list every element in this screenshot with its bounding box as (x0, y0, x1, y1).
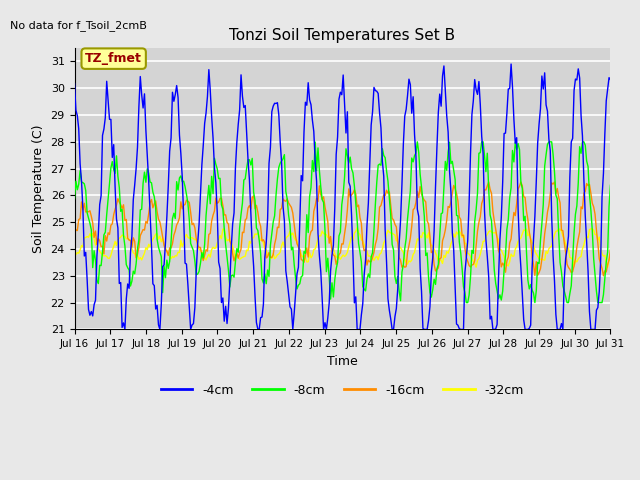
Legend: -4cm, -8cm, -16cm, -32cm: -4cm, -8cm, -16cm, -32cm (156, 379, 529, 402)
Title: Tonzi Soil Temperatures Set B: Tonzi Soil Temperatures Set B (229, 28, 456, 43)
Text: No data for f_Tsoil_2cmB: No data for f_Tsoil_2cmB (10, 20, 147, 31)
X-axis label: Time: Time (327, 355, 358, 368)
Y-axis label: Soil Temperature (C): Soil Temperature (C) (32, 124, 45, 253)
Text: TZ_fmet: TZ_fmet (85, 52, 142, 65)
